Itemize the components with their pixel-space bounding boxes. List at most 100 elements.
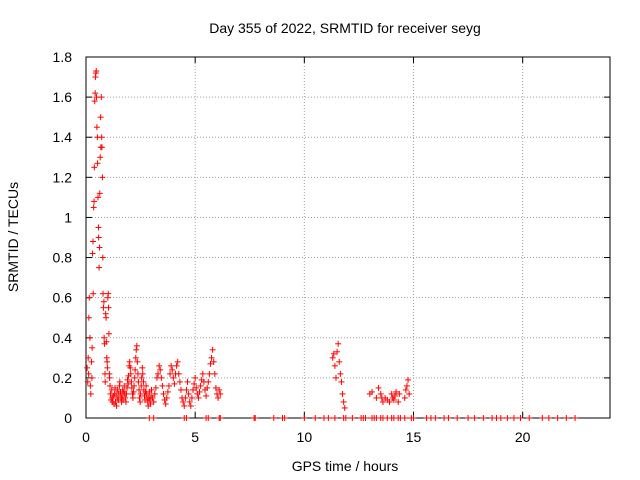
data-point (301, 415, 308, 421)
data-point (335, 340, 342, 347)
data-point (95, 194, 102, 201)
data-point (176, 378, 183, 385)
y-tick-label: 0.4 (53, 330, 73, 346)
data-point (99, 174, 106, 181)
data-point (199, 370, 206, 377)
data-point (93, 124, 100, 131)
data-point (331, 362, 338, 369)
chart-title: Day 355 of 2022, SRMTID for receiver sey… (209, 20, 481, 36)
data-point (405, 376, 412, 383)
data-point (191, 380, 198, 387)
data-point (104, 364, 111, 371)
data-point (180, 398, 187, 405)
data-point (401, 394, 408, 401)
data-point (133, 342, 140, 349)
y-tick-label: 1 (64, 209, 72, 225)
data-point (432, 415, 439, 421)
y-axis-label: SRMTID / TECUs (5, 182, 21, 292)
data-point (125, 380, 132, 387)
data-point (171, 380, 178, 387)
data-point (208, 354, 215, 361)
data-point (205, 415, 212, 421)
data-point (93, 68, 100, 75)
data-point (103, 314, 110, 321)
data-point (89, 344, 96, 351)
data-point (281, 415, 288, 421)
y-tick-label: 1.6 (53, 89, 73, 105)
data-point (98, 134, 105, 141)
data-point (195, 394, 202, 401)
data-point (127, 364, 134, 371)
x-axis-label: GPS time / hours (292, 458, 399, 474)
data-point (215, 394, 222, 401)
data-point (338, 378, 345, 385)
data-point (96, 190, 103, 197)
data-point (155, 370, 162, 377)
y-tick-label: 0.8 (53, 250, 73, 266)
data-point (163, 394, 170, 401)
data-point (170, 374, 177, 381)
data-point (105, 330, 112, 337)
data-point (169, 366, 176, 373)
data-point (103, 338, 110, 345)
data-point (135, 378, 142, 385)
data-point (187, 402, 194, 409)
data-point (217, 390, 224, 397)
data-point (185, 390, 192, 397)
data-point (126, 358, 133, 365)
data-point (136, 394, 143, 401)
data-point (162, 400, 169, 407)
data-point (390, 396, 397, 403)
data-point (148, 386, 155, 393)
data-point (94, 160, 101, 167)
data-point (137, 398, 144, 405)
data-point (150, 398, 157, 405)
y-tick-label: 1.4 (53, 129, 73, 145)
data-point (329, 354, 336, 361)
data-point (330, 350, 337, 357)
data-point (107, 382, 114, 389)
data-point (128, 378, 135, 385)
data-point (189, 386, 196, 393)
tick-labels: 0 0.2 0.4 0.6 0.8 1 1.2 1.4 1.6 1.8 0 5 10 15 20 (53, 49, 531, 445)
data-point (184, 378, 191, 385)
data-point (339, 390, 346, 397)
data-point (379, 398, 386, 405)
data-point (84, 378, 91, 385)
data-point (100, 304, 107, 311)
data-point (124, 376, 131, 383)
data-point (197, 382, 204, 389)
data-point (90, 290, 97, 297)
data-point (85, 314, 92, 321)
data-point (175, 370, 182, 377)
data-point (206, 370, 213, 377)
data-point (152, 384, 159, 391)
data-point (139, 370, 146, 377)
x-tick-label: 20 (515, 429, 531, 445)
data-point (100, 290, 107, 297)
data-point (113, 402, 120, 409)
data-point (85, 354, 92, 361)
data-point (91, 164, 98, 171)
data-point (158, 374, 165, 381)
data-point (395, 398, 402, 405)
data-point (517, 415, 524, 421)
x-tick-label: 0 (82, 429, 90, 445)
data-point (105, 290, 112, 297)
data-point (150, 415, 157, 421)
y-tick-label: 0 (64, 410, 72, 426)
data-point (95, 234, 102, 241)
data-point (96, 264, 103, 271)
data-point (212, 384, 219, 391)
data-point (143, 382, 150, 389)
data-point (139, 364, 146, 371)
data-point (391, 392, 398, 399)
data-point (312, 415, 319, 421)
data-point (98, 144, 105, 151)
data-point (334, 348, 341, 355)
plot-frame (85, 56, 611, 419)
data-point (393, 388, 400, 395)
data-point (102, 378, 109, 385)
y-tick-label: 1.8 (53, 49, 73, 65)
